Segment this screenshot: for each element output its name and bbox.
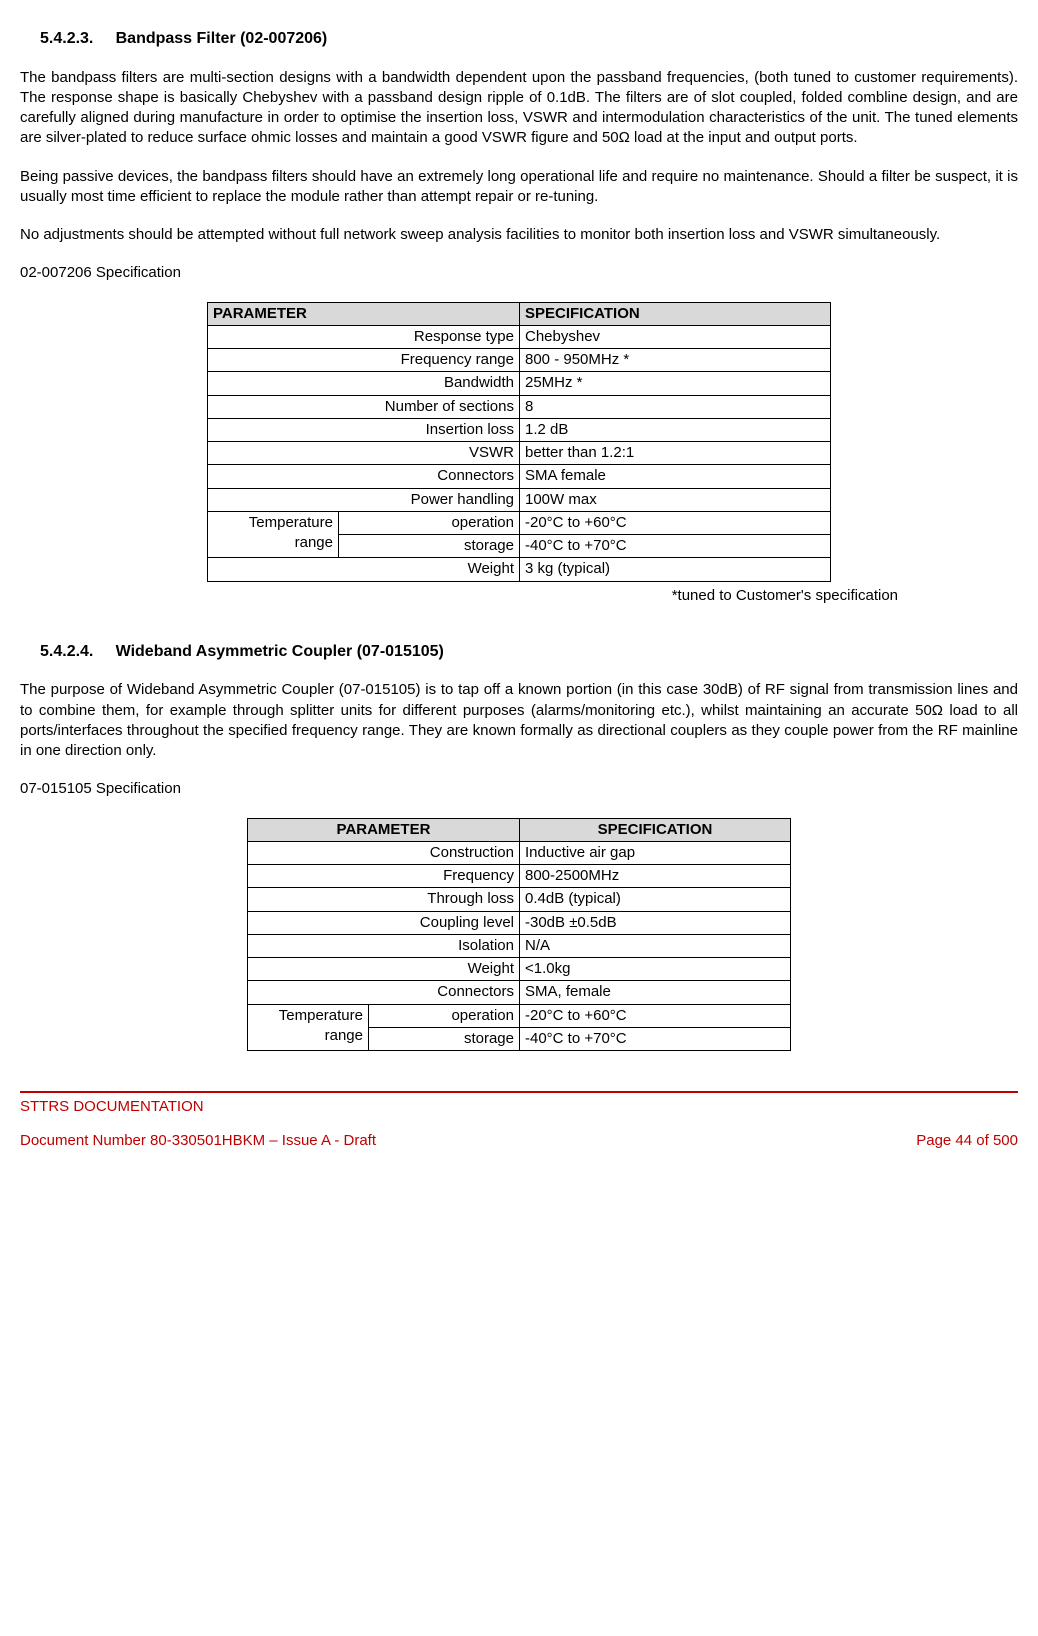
spec-cell: -20°C to +60°C	[520, 511, 831, 534]
param-cell: Temperature range	[208, 511, 339, 558]
param-cell: Connectors	[208, 465, 520, 488]
param-cell: Insertion loss	[208, 418, 520, 441]
spec-cell: 800-2500MHz	[520, 865, 791, 888]
spec-table-2: PARAMETER SPECIFICATION ConstructionIndu…	[247, 818, 791, 1052]
param-cell: Power handling	[208, 488, 520, 511]
param-cell: Number of sections	[208, 395, 520, 418]
spec-cell: 100W max	[520, 488, 831, 511]
table-row: Through loss0.4dB (typical)	[248, 888, 791, 911]
footer-separator	[20, 1091, 1018, 1093]
param-subcell: storage	[369, 1027, 520, 1050]
param-cell: Through loss	[248, 888, 520, 911]
section-title: Bandpass Filter (02-007206)	[116, 30, 328, 47]
header-specification: SPECIFICATION	[520, 818, 791, 841]
spec-cell: <1.0kg	[520, 958, 791, 981]
spec-cell: 1.2 dB	[520, 418, 831, 441]
spec-cell: Chebyshev	[520, 325, 831, 348]
table-row: VSWRbetter than 1.2:1	[208, 442, 831, 465]
param-cell: Isolation	[248, 934, 520, 957]
table-header-row: PARAMETER SPECIFICATION	[208, 302, 831, 325]
table-row: Coupling level-30dB ±0.5dB	[248, 911, 791, 934]
header-parameter: PARAMETER	[248, 818, 520, 841]
spec-cell: SMA female	[520, 465, 831, 488]
paragraph: The purpose of Wideband Asymmetric Coupl…	[20, 680, 1018, 761]
paragraph: Being passive devices, the bandpass filt…	[20, 167, 1018, 208]
section-title: Wideband Asymmetric Coupler (07-015105)	[116, 643, 444, 660]
spec-table-1: PARAMETER SPECIFICATION Response typeChe…	[207, 302, 831, 582]
table-row: Number of sections8	[208, 395, 831, 418]
param-cell: Weight	[208, 558, 520, 581]
param-subcell: operation	[369, 1004, 520, 1027]
table-row: IsolationN/A	[248, 934, 791, 957]
paragraph: No adjustments should be attempted witho…	[20, 225, 1018, 245]
param-cell: Bandwidth	[208, 372, 520, 395]
spec-caption: 02-007206 Specification	[20, 263, 1018, 283]
param-subcell: storage	[339, 535, 520, 558]
spec-cell: -40°C to +70°C	[520, 535, 831, 558]
table-header-row: PARAMETER SPECIFICATION	[248, 818, 791, 841]
spec-cell: 25MHz *	[520, 372, 831, 395]
spec-cell: 8	[520, 395, 831, 418]
table-row: Temperature range operation -20°C to +60…	[208, 511, 831, 534]
footer-page-number: Page 44 of 500	[916, 1131, 1018, 1151]
spec-cell: SMA, female	[520, 981, 791, 1004]
table-footnote: *tuned to Customer's specification	[20, 586, 898, 606]
table-row: Power handling100W max	[208, 488, 831, 511]
param-cell: Temperature range	[248, 1004, 369, 1051]
table-row: Insertion loss1.2 dB	[208, 418, 831, 441]
table-row: Response typeChebyshev	[208, 325, 831, 348]
spec-cell: -30dB ±0.5dB	[520, 911, 791, 934]
spec-cell: Inductive air gap	[520, 841, 791, 864]
table-row: ConnectorsSMA, female	[248, 981, 791, 1004]
param-cell: Response type	[208, 325, 520, 348]
spec-cell: -20°C to +60°C	[520, 1004, 791, 1027]
section-heading-1: 5.4.2.3. Bandpass Filter (02-007206)	[40, 28, 1018, 50]
footer-meta: Document Number 80-330501HBKM – Issue A …	[20, 1131, 1018, 1151]
spec-cell: better than 1.2:1	[520, 442, 831, 465]
header-parameter: PARAMETER	[208, 302, 520, 325]
footer-doc-number: Document Number 80-330501HBKM – Issue A …	[20, 1131, 376, 1151]
table-row: ConstructionInductive air gap	[248, 841, 791, 864]
spec-caption: 07-015105 Specification	[20, 779, 1018, 799]
table-row: Bandwidth25MHz *	[208, 372, 831, 395]
table-row: Frequency range800 - 950MHz *	[208, 349, 831, 372]
param-cell: Connectors	[248, 981, 520, 1004]
param-cell: Weight	[248, 958, 520, 981]
section-number: 5.4.2.3.	[40, 30, 93, 47]
spec-cell: 3 kg (typical)	[520, 558, 831, 581]
spec-cell: N/A	[520, 934, 791, 957]
section-number: 5.4.2.4.	[40, 643, 93, 660]
param-cell: Coupling level	[248, 911, 520, 934]
param-cell: Frequency range	[208, 349, 520, 372]
param-cell: Construction	[248, 841, 520, 864]
spec-cell: 0.4dB (typical)	[520, 888, 791, 911]
spec-cell: -40°C to +70°C	[520, 1027, 791, 1050]
table-row: Weight 3 kg (typical)	[208, 558, 831, 581]
table-row: Frequency800-2500MHz	[248, 865, 791, 888]
param-cell: VSWR	[208, 442, 520, 465]
param-cell: Frequency	[248, 865, 520, 888]
table-row: ConnectorsSMA female	[208, 465, 831, 488]
header-specification: SPECIFICATION	[520, 302, 831, 325]
section-heading-2: 5.4.2.4. Wideband Asymmetric Coupler (07…	[40, 641, 1018, 663]
paragraph: The bandpass filters are multi-section d…	[20, 68, 1018, 149]
table-row: Temperature range operation -20°C to +60…	[248, 1004, 791, 1027]
param-subcell: operation	[339, 511, 520, 534]
spec-cell: 800 - 950MHz *	[520, 349, 831, 372]
table-row: Weight<1.0kg	[248, 958, 791, 981]
footer-title: STTRS DOCUMENTATION	[20, 1097, 1018, 1117]
